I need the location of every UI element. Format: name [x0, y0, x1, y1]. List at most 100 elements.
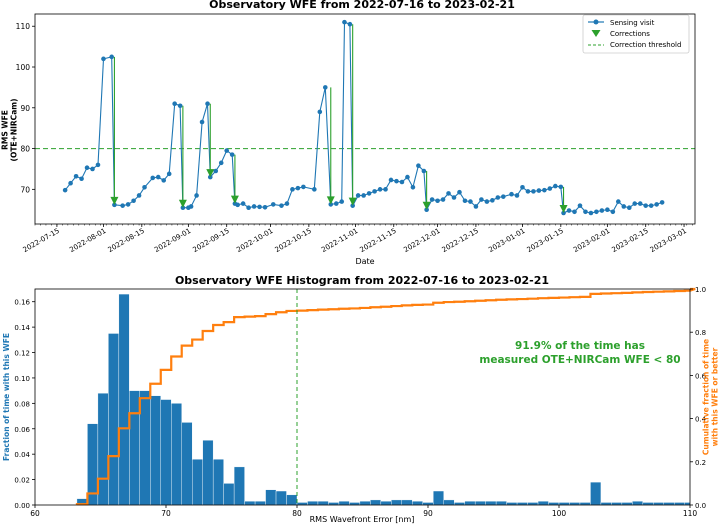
- sensing-visit-point: [605, 207, 610, 213]
- sensing-visit-point: [229, 152, 235, 157]
- y-tick-label: 0.14: [14, 324, 30, 332]
- y2-tick-label: 0.8: [695, 329, 706, 337]
- sensing-visit-point: [112, 202, 117, 208]
- correction-marker: [110, 196, 119, 205]
- sensing-visit-point: [161, 178, 167, 183]
- histogram-bar: [191, 459, 203, 506]
- correction-marker: [178, 199, 187, 208]
- x-tick-label: 80: [292, 509, 302, 518]
- sensing-visit-point: [495, 195, 501, 200]
- sensing-visit-point: [246, 205, 251, 210]
- histogram-bar: [537, 500, 549, 506]
- sensing-visit-point: [84, 165, 90, 171]
- top-x-axis: 2022-07-15 2022-08-01 2022-08-15 2022-09-01…: [22, 224, 693, 254]
- sensing-visit-point: [500, 194, 506, 199]
- sensing-visit-point: [257, 204, 262, 210]
- x-tick-label: 60: [30, 509, 40, 518]
- y-tick-label: 80: [20, 145, 30, 154]
- y-tick-label: 0.04: [14, 451, 30, 459]
- bottom-y2-axis-label: Cumulative fraction of timewith this WFE…: [702, 339, 720, 455]
- sensing-visit-point: [235, 202, 240, 208]
- sensing-visit-point: [166, 171, 172, 177]
- legend-correction-triangle-icon: [591, 30, 601, 37]
- histogram-bar: [223, 483, 235, 506]
- y-tick-label: 90: [20, 104, 30, 113]
- sensing-visit-point: [599, 208, 605, 213]
- top-corrections-group: [110, 24, 568, 213]
- sensing-visit-point: [251, 204, 257, 209]
- histogram-bar: [317, 500, 329, 506]
- sensing-visit-point: [205, 101, 210, 107]
- histogram-bar: [370, 499, 382, 506]
- sensing-visit-point: [588, 210, 594, 216]
- histogram-bar: [391, 499, 403, 506]
- y-tick-label: 0.12: [14, 350, 30, 358]
- sensing-visit-point: [101, 56, 106, 62]
- sensing-visit-point: [317, 109, 323, 115]
- sensing-visit-point: [399, 179, 405, 185]
- sensing-visit-point: [290, 187, 295, 192]
- histogram-bar: [129, 390, 141, 506]
- histogram-bar: [359, 500, 371, 506]
- sensing-visit-point: [339, 199, 345, 204]
- sensing-visit-point: [394, 178, 399, 184]
- legend-series-marker-icon: [593, 19, 599, 25]
- x-tick-label: 2023-01-15: [526, 227, 565, 254]
- histogram-bar: [254, 500, 266, 506]
- sensing-visit-point: [262, 204, 268, 210]
- top-panel: Observatory WFE from 2022-07-16 to 2023-…: [1, 0, 696, 266]
- sensing-visit-point: [109, 54, 114, 60]
- sensing-visit-point: [536, 188, 542, 193]
- sensing-visit-point: [637, 201, 643, 206]
- sensing-visit-point: [648, 203, 654, 208]
- sensing-visit-point: [131, 198, 136, 204]
- histogram-bar: [202, 440, 214, 506]
- sensing-visit-point: [553, 183, 558, 189]
- sensing-visit-point: [659, 200, 665, 205]
- x-tick-label: 2022-11-15: [359, 227, 398, 254]
- x-tick-label: 100: [552, 509, 567, 518]
- histogram-bar: [474, 500, 486, 506]
- sensing-visit-point: [457, 189, 462, 195]
- sensing-visit-point: [520, 185, 525, 190]
- bottom-y-axis: 0.00 0.02 0.04 0.06 0.08 0.10 0.12 0.14 0.16: [14, 299, 35, 510]
- bottom-y-axis-label: Fraction of time with this WFE: [2, 333, 11, 461]
- sensing-visit-point: [366, 191, 372, 196]
- x-tick-label: 110: [683, 509, 698, 518]
- histogram-bar: [412, 500, 423, 506]
- cumulative-group: [75, 287, 696, 506]
- x-tick-label: 2022-12-15: [441, 227, 480, 254]
- sensing-visit-point: [350, 203, 355, 208]
- histogram-bar: [590, 481, 602, 506]
- sensing-visit-point: [509, 191, 514, 197]
- x-tick-label: 70: [161, 509, 171, 518]
- y2-tick-label: 0.2: [695, 459, 706, 467]
- sensing-visit-point: [577, 203, 583, 208]
- histogram-bar: [108, 333, 120, 506]
- sensing-visit-point: [626, 205, 632, 210]
- sensing-visit-point: [322, 85, 328, 90]
- sensing-visit-point: [136, 193, 142, 198]
- sensing-visit-point: [525, 189, 531, 194]
- sensing-visit-point: [484, 199, 490, 204]
- histogram-bar: [97, 392, 109, 506]
- x-tick-label: 2022-10-15: [274, 227, 313, 254]
- sensing-visit-point: [333, 201, 339, 206]
- cumulative-fraction-line: [75, 287, 696, 506]
- correction-marker: [559, 204, 568, 213]
- bottom-chart-title: Observatory WFE Histogram from 2022-07-1…: [175, 274, 549, 287]
- sensing-visit-point: [361, 193, 366, 198]
- histogram-bar: [495, 500, 507, 506]
- sensing-visit-point: [142, 185, 147, 190]
- sensing-visit-point: [388, 177, 394, 183]
- sensing-visit-point: [62, 187, 68, 193]
- sensing-visit-point: [90, 166, 95, 172]
- correction-marker: [348, 197, 357, 206]
- histogram-bar: [401, 499, 413, 506]
- histogram-bar: [118, 293, 130, 506]
- sensing-visit-point: [155, 174, 161, 180]
- x-tick-label: 90: [423, 509, 433, 518]
- top-x-axis-label: Date: [355, 257, 374, 266]
- x-tick-label: 2022-07-15: [22, 227, 61, 254]
- sensing-visit-point: [224, 148, 230, 153]
